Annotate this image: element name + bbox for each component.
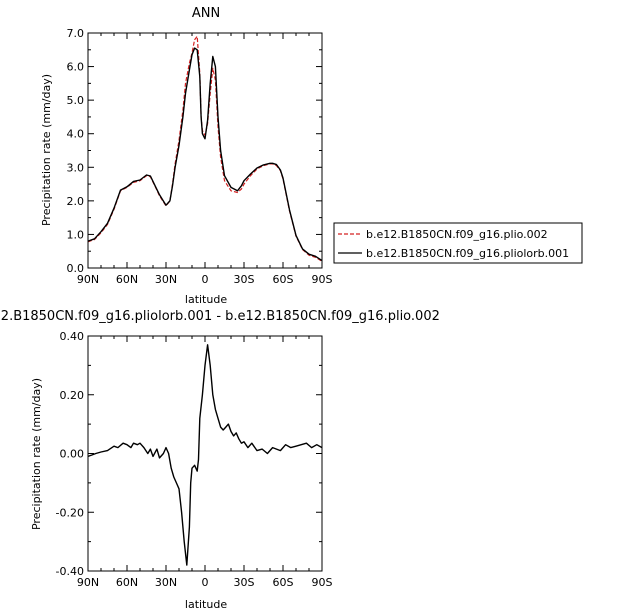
bottom-panel-title: b.e12.B1850CN.f09_g16.pliolorb.001 - b.e…: [0, 309, 440, 324]
bottom-y-tick-label: 0.20: [60, 389, 85, 402]
bottom-plot-area: 90N 60N 30N 0 30S 60S 90S -0.40 -0.20 0.00 0.20 0.4…: [56, 330, 333, 589]
bottom-y-tick-label: -0.40: [56, 565, 84, 578]
bottom-x-tick-label: 90N: [77, 576, 99, 589]
top-y-tick-label: 1.0: [67, 228, 85, 241]
bottom-x-axis-title: latitude: [185, 598, 227, 611]
top-panel-title: ANN: [192, 6, 220, 21]
bottom-x-tick-label: 60N: [116, 576, 138, 589]
top-x-axis-title: latitude: [185, 293, 227, 306]
bottom-y-tick-label: 0.40: [60, 330, 85, 343]
bottom-y-tick-label: -0.20: [56, 506, 84, 519]
top-y-tick-label: 5.0: [67, 94, 85, 107]
top-x-tick-label: 90N: [77, 273, 99, 286]
top-y-tick-label: 2.0: [67, 195, 85, 208]
top-series-line-1: [87, 47, 323, 262]
bottom-x-tick-label: 30N: [155, 576, 177, 589]
bottom-x-tick-label: 0: [202, 576, 209, 589]
bottom-series-line-0: [87, 344, 323, 566]
top-x-tick-label: 30N: [155, 273, 177, 286]
bottom-y-tick-label: 0.00: [60, 448, 85, 461]
bottom-x-tick-label: 90S: [312, 576, 333, 589]
legend-box: [333, 222, 583, 264]
top-panel: ANN 90N 60N 30N 0 30S 60S 90S 0.0 1.0 2.0 3.0 4.0 5.…: [40, 6, 333, 306]
top-y-tick-label: 7.0: [67, 27, 85, 40]
legend: b.e12.B1850CN.f09_g16.plio.002 b.e12.B18…: [333, 222, 583, 264]
top-x-tick-label: 60N: [116, 273, 138, 286]
top-plot-frame: [87, 32, 323, 269]
top-x-tick-label: 90S: [312, 273, 333, 286]
bottom-x-tick-label: 60S: [273, 576, 294, 589]
top-x-tick-label: 30S: [234, 273, 255, 286]
top-y-axis-title: Precipitation rate (mm/day): [40, 74, 53, 226]
bottom-x-tick-label: 30S: [234, 576, 255, 589]
bottom-panel: b.e12.B1850CN.f09_g16.pliolorb.001 - b.e…: [0, 309, 440, 611]
top-x-tick-label: 60S: [273, 273, 294, 286]
top-y-tick-label: 0.0: [67, 262, 85, 275]
top-y-tick-label: 3.0: [67, 161, 85, 174]
bottom-y-axis-title: Precipitation rate (mm/day): [30, 378, 43, 530]
legend-label-pliolorb: b.e12.B1850CN.f09_g16.pliolorb.001: [366, 247, 569, 260]
top-plot-area: 90N 60N 30N 0 30S 60S 90S 0.0 1.0 2.0 3.0 4.0 5.0 6.0…: [67, 27, 333, 286]
top-y-tick-label: 4.0: [67, 128, 85, 141]
top-series-line-0: [87, 35, 323, 262]
legend-label-plio: b.e12.B1850CN.f09_g16.plio.002: [366, 228, 548, 241]
top-y-tick-label: 6.0: [67, 61, 85, 74]
top-x-tick-label: 0: [202, 273, 209, 286]
